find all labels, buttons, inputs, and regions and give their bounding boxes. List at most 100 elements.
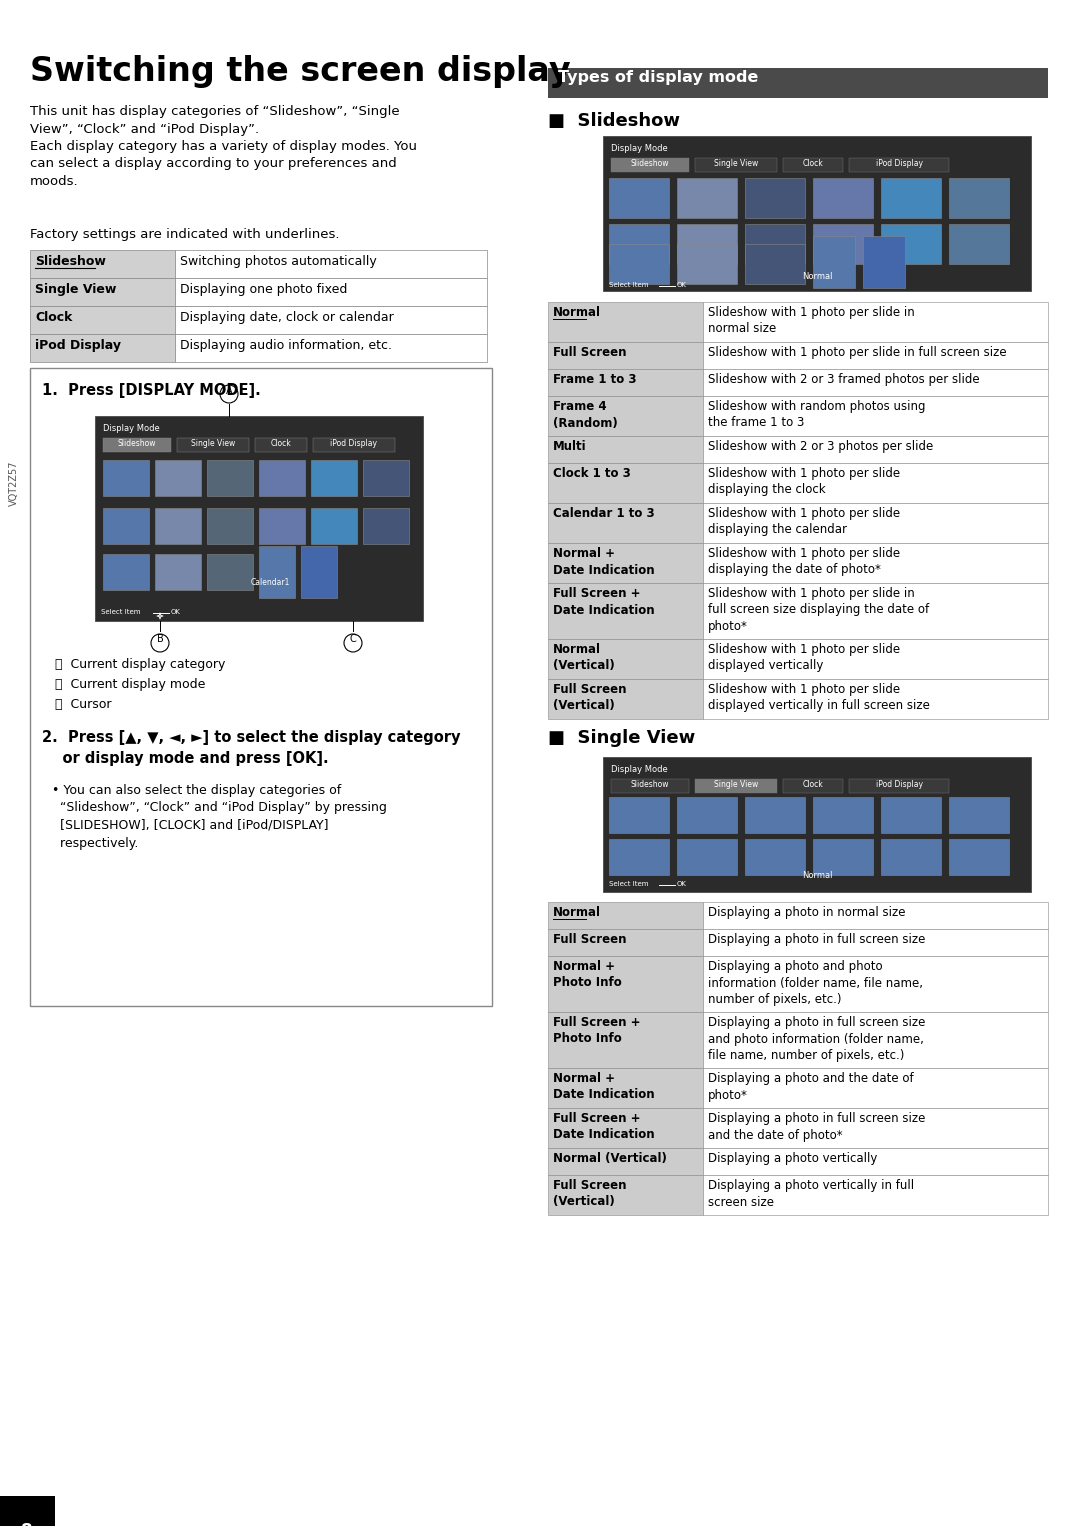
FancyBboxPatch shape (548, 955, 703, 1012)
FancyBboxPatch shape (703, 1175, 1048, 1215)
FancyBboxPatch shape (548, 679, 703, 719)
FancyBboxPatch shape (363, 508, 409, 543)
Text: Displaying a photo vertically in full
screen size: Displaying a photo vertically in full sc… (708, 1180, 914, 1209)
Text: Normal: Normal (801, 272, 833, 281)
FancyBboxPatch shape (677, 244, 737, 284)
FancyBboxPatch shape (548, 342, 703, 369)
FancyBboxPatch shape (175, 307, 487, 334)
FancyBboxPatch shape (103, 554, 149, 591)
FancyBboxPatch shape (863, 237, 905, 288)
FancyBboxPatch shape (207, 459, 253, 496)
FancyBboxPatch shape (301, 546, 337, 598)
FancyBboxPatch shape (548, 1012, 703, 1068)
FancyBboxPatch shape (677, 224, 737, 264)
Text: OK: OK (171, 609, 180, 615)
Text: Displaying audio information, etc.: Displaying audio information, etc. (180, 339, 392, 353)
Text: 8: 8 (22, 1521, 32, 1526)
FancyBboxPatch shape (949, 224, 1009, 264)
FancyBboxPatch shape (548, 504, 703, 543)
FancyBboxPatch shape (548, 929, 703, 955)
FancyBboxPatch shape (548, 1068, 703, 1108)
Text: Types of display mode: Types of display mode (558, 70, 758, 85)
Text: OK: OK (677, 282, 687, 288)
FancyBboxPatch shape (703, 462, 1048, 504)
Text: iPod Display: iPod Display (876, 159, 922, 168)
Text: Select Item: Select Item (609, 881, 648, 887)
Text: Slideshow with 1 photo per slide in full screen size: Slideshow with 1 photo per slide in full… (708, 346, 1007, 359)
FancyBboxPatch shape (783, 159, 843, 172)
Text: B: B (157, 633, 163, 644)
Text: Select Item: Select Item (102, 609, 140, 615)
Text: iPod Display: iPod Display (35, 339, 121, 353)
FancyBboxPatch shape (30, 368, 492, 1006)
FancyBboxPatch shape (548, 1148, 703, 1175)
Text: Slideshow with 2 or 3 photos per slide: Slideshow with 2 or 3 photos per slide (708, 439, 933, 453)
Text: Multi: Multi (553, 439, 586, 453)
Text: OK: OK (677, 881, 687, 887)
FancyBboxPatch shape (703, 1068, 1048, 1108)
FancyBboxPatch shape (175, 250, 487, 278)
Text: Display Mode: Display Mode (611, 765, 667, 774)
FancyBboxPatch shape (609, 224, 669, 264)
FancyBboxPatch shape (609, 839, 669, 874)
FancyBboxPatch shape (881, 224, 941, 264)
Text: Select Item: Select Item (609, 282, 648, 288)
FancyBboxPatch shape (949, 839, 1009, 874)
FancyBboxPatch shape (548, 436, 703, 462)
FancyBboxPatch shape (703, 369, 1048, 397)
Text: Single View: Single View (191, 439, 235, 449)
Text: VQT2Z57: VQT2Z57 (9, 461, 19, 505)
Text: iPod Display: iPod Display (330, 439, 378, 449)
FancyBboxPatch shape (103, 508, 149, 543)
FancyBboxPatch shape (603, 757, 1031, 893)
FancyBboxPatch shape (609, 179, 669, 218)
FancyBboxPatch shape (175, 334, 487, 362)
Text: Slideshow: Slideshow (35, 255, 106, 269)
FancyBboxPatch shape (259, 546, 295, 598)
FancyBboxPatch shape (703, 504, 1048, 543)
Text: Slideshow with random photos using
the frame 1 to 3: Slideshow with random photos using the f… (708, 400, 926, 429)
FancyBboxPatch shape (548, 639, 703, 679)
FancyBboxPatch shape (603, 136, 1031, 291)
Text: Switching the screen display: Switching the screen display (30, 55, 570, 89)
FancyBboxPatch shape (813, 237, 855, 288)
FancyBboxPatch shape (703, 543, 1048, 583)
FancyBboxPatch shape (259, 459, 305, 496)
FancyBboxPatch shape (696, 778, 777, 794)
FancyBboxPatch shape (95, 417, 423, 621)
FancyBboxPatch shape (703, 955, 1048, 1012)
FancyBboxPatch shape (745, 839, 805, 874)
FancyBboxPatch shape (611, 778, 689, 794)
Text: Slideshow: Slideshow (631, 780, 670, 789)
Text: Normal +
Date Indication: Normal + Date Indication (553, 546, 654, 577)
FancyBboxPatch shape (311, 459, 357, 496)
Text: A: A (226, 386, 232, 397)
Text: iPod Display: iPod Display (876, 780, 922, 789)
FancyBboxPatch shape (175, 278, 487, 307)
Text: Factory settings are indicated with underlines.: Factory settings are indicated with unde… (30, 227, 339, 241)
FancyBboxPatch shape (783, 778, 843, 794)
Text: Slideshow with 1 photo per slide in
full screen size displaying the date of
phot: Slideshow with 1 photo per slide in full… (708, 588, 929, 633)
FancyBboxPatch shape (703, 1108, 1048, 1148)
Text: Full Screen +
Photo Info: Full Screen + Photo Info (553, 1016, 640, 1045)
FancyBboxPatch shape (745, 179, 805, 218)
Text: Clock: Clock (802, 159, 823, 168)
FancyBboxPatch shape (703, 342, 1048, 369)
Text: Normal
(Vertical): Normal (Vertical) (553, 642, 615, 673)
FancyBboxPatch shape (813, 797, 873, 833)
FancyBboxPatch shape (548, 397, 703, 436)
Text: Single View: Single View (714, 159, 758, 168)
FancyBboxPatch shape (703, 583, 1048, 639)
FancyBboxPatch shape (548, 543, 703, 583)
Text: Slideshow with 1 photo per slide
displaying the clock: Slideshow with 1 photo per slide display… (708, 467, 900, 496)
Text: Full Screen: Full Screen (553, 932, 626, 946)
FancyBboxPatch shape (813, 179, 873, 218)
Text: Displaying a photo in full screen size: Displaying a photo in full screen size (708, 932, 926, 946)
Text: Ⓐ  Current display category: Ⓐ Current display category (55, 658, 226, 671)
FancyBboxPatch shape (363, 459, 409, 496)
FancyBboxPatch shape (703, 679, 1048, 719)
Text: ■  Single View: ■ Single View (548, 729, 696, 748)
FancyBboxPatch shape (156, 554, 201, 591)
FancyBboxPatch shape (207, 508, 253, 543)
FancyBboxPatch shape (548, 462, 703, 504)
